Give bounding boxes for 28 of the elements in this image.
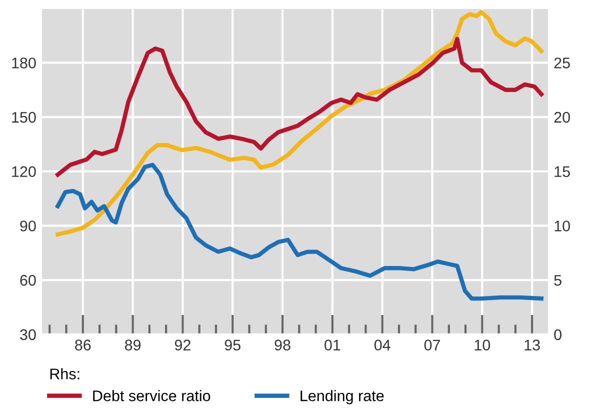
- y2-tick-label: 0: [554, 329, 562, 340]
- legend-label: Lending rate: [300, 390, 384, 404]
- legend-title: Rhs:: [50, 368, 80, 380]
- x-tick-label: 01: [324, 340, 340, 350]
- y-tick-label: 60: [20, 274, 36, 286]
- x-tick-label: 10: [474, 340, 490, 350]
- y-tick-label: 180: [12, 58, 36, 68]
- y2-tick-label: 15: [554, 166, 570, 178]
- y-tick-label: 90: [20, 220, 36, 232]
- y2-tick-label: 20: [554, 112, 570, 123]
- x-tick-label: 86: [75, 340, 91, 350]
- x-tick-label: 04: [374, 340, 390, 350]
- y-tick-label: 150: [12, 112, 36, 123]
- line-series: [56, 10, 544, 236]
- y2-tick-label: 25: [554, 58, 570, 68]
- x-tick-label: 95: [224, 340, 240, 350]
- x-tick-label: 07: [424, 340, 440, 350]
- y-tick-label: 30: [20, 329, 36, 340]
- x-tick-label: 98: [274, 340, 290, 350]
- x-tick-label: 13: [524, 340, 540, 350]
- legend-label: Debt service ratio: [93, 390, 210, 402]
- y2-tick-label: 5: [554, 275, 562, 286]
- line-series: [56, 36, 544, 177]
- y2-tick-label: 10: [554, 220, 570, 232]
- x-tick-label: 92: [174, 340, 190, 350]
- line-series: [56, 162, 544, 301]
- y-tick-label: 120: [12, 166, 36, 178]
- x-tick-label: 89: [124, 340, 141, 350]
